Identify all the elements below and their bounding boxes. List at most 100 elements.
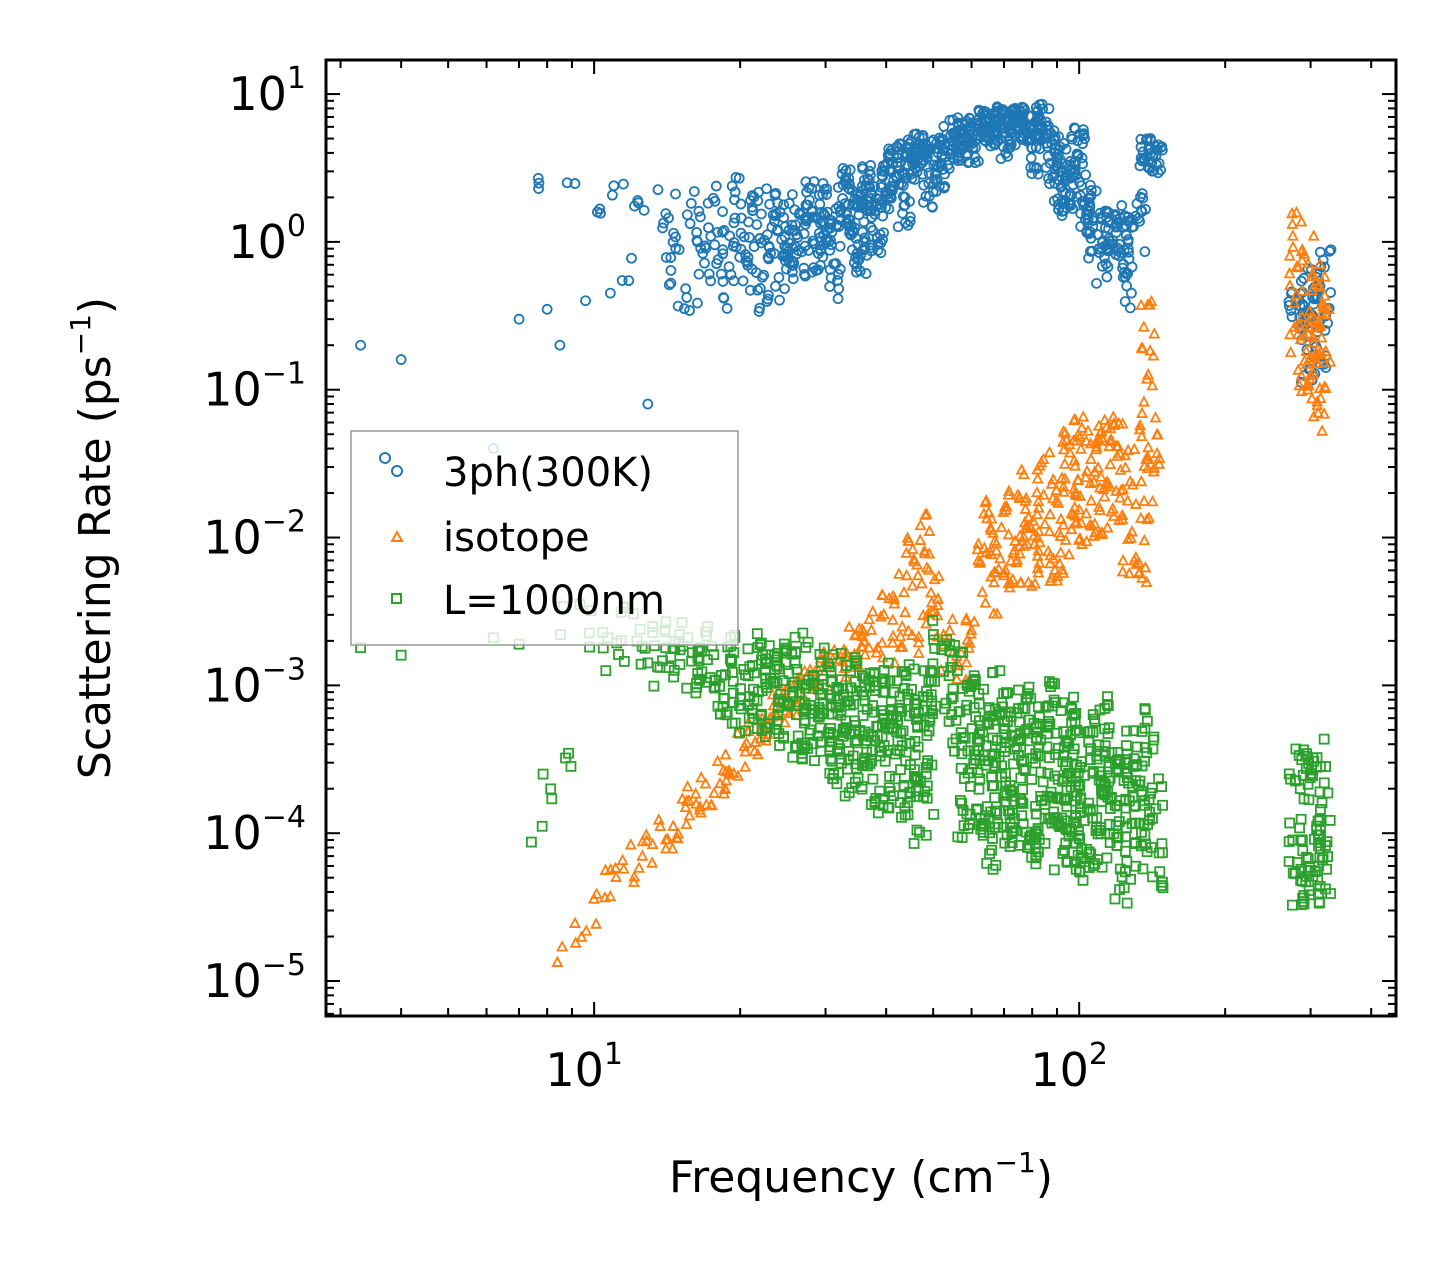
data-point-circle bbox=[1083, 192, 1095, 204]
data-point-square bbox=[1284, 817, 1296, 829]
data-point-square bbox=[797, 753, 808, 765]
data-point-triangle bbox=[1058, 457, 1071, 469]
data-point-triangle bbox=[1141, 461, 1154, 474]
data-point-triangle bbox=[1286, 229, 1299, 241]
data-point-square bbox=[1083, 846, 1095, 858]
data-point-circle bbox=[1103, 233, 1115, 245]
data-point-triangle bbox=[1284, 345, 1297, 358]
data-point-square bbox=[1156, 781, 1167, 792]
data-point-square bbox=[1130, 837, 1141, 848]
data-point-triangle bbox=[1134, 418, 1147, 431]
data-point-triangle bbox=[886, 636, 899, 648]
data-point-square bbox=[992, 818, 1004, 830]
data-point-triangle bbox=[876, 588, 889, 600]
data-point-triangle bbox=[1140, 575, 1153, 588]
legend-label-boundary: L=1000nm bbox=[443, 578, 665, 624]
data-point-circle bbox=[710, 180, 722, 192]
data-point-square bbox=[708, 649, 720, 661]
data-point-triangle bbox=[1068, 500, 1081, 513]
data-point-circle bbox=[837, 162, 849, 174]
data-point-triangle bbox=[679, 800, 692, 813]
data-point-triangle bbox=[1002, 484, 1015, 496]
data-point-square bbox=[742, 643, 754, 655]
data-point-triangle bbox=[1312, 280, 1325, 292]
data-point-triangle bbox=[1151, 446, 1164, 459]
data-point-square bbox=[708, 681, 720, 693]
data-point-triangle bbox=[1288, 296, 1301, 308]
data-point-square bbox=[1157, 882, 1169, 894]
data-point-triangle bbox=[711, 754, 724, 767]
legend-label-isotope: isotope bbox=[443, 515, 590, 561]
series-triangle bbox=[551, 205, 1337, 967]
data-point-square bbox=[884, 770, 895, 782]
data-point-triangle bbox=[636, 834, 649, 847]
data-point-triangle bbox=[1047, 552, 1060, 564]
data-point-square bbox=[635, 658, 647, 670]
data-point-circle bbox=[665, 277, 677, 289]
data-point-triangle bbox=[1043, 445, 1056, 458]
data-point-triangle bbox=[568, 916, 581, 928]
data-point-triangle bbox=[1283, 266, 1296, 279]
data-point-triangle bbox=[1303, 372, 1316, 384]
data-point-square bbox=[1310, 866, 1321, 878]
data-point-square bbox=[1093, 739, 1105, 751]
data-point-square bbox=[841, 696, 853, 708]
data-point-square bbox=[1026, 851, 1038, 863]
data-point-triangle bbox=[927, 604, 940, 616]
data-point-square bbox=[835, 648, 847, 659]
data-point-triangle bbox=[1059, 472, 1072, 484]
data-point-circle bbox=[1144, 143, 1156, 155]
data-point-triangle bbox=[862, 641, 875, 653]
data-point-triangle bbox=[1014, 576, 1027, 588]
data-point-triangle bbox=[1295, 215, 1308, 227]
data-point-square bbox=[1318, 733, 1330, 745]
data-point-circle bbox=[1087, 214, 1099, 226]
data-point-triangle bbox=[587, 892, 600, 904]
data-point-square bbox=[964, 819, 976, 830]
data-point-triangle bbox=[999, 563, 1012, 575]
data-point-circle bbox=[728, 217, 740, 229]
data-point-circle bbox=[733, 172, 745, 184]
data-point-square bbox=[1033, 846, 1044, 858]
data-point-circle bbox=[927, 201, 938, 213]
data-point-triangle bbox=[1148, 327, 1161, 339]
data-point-square bbox=[1111, 800, 1123, 812]
data-point-square bbox=[1041, 728, 1053, 740]
data-point-circle bbox=[735, 198, 747, 210]
data-point-circle bbox=[745, 195, 757, 206]
data-point-circle bbox=[672, 300, 684, 312]
data-point-square bbox=[809, 755, 820, 767]
data-point-square bbox=[818, 642, 830, 654]
data-point-square bbox=[1015, 796, 1027, 808]
data-point-square bbox=[1042, 721, 1054, 733]
data-point-triangle bbox=[1306, 269, 1319, 282]
data-point-square bbox=[1004, 808, 1016, 820]
data-point-circle bbox=[699, 240, 711, 252]
data-point-circle bbox=[765, 247, 776, 259]
data-point-square bbox=[565, 760, 577, 772]
data-point-circle bbox=[1156, 144, 1168, 156]
data-point-square bbox=[943, 716, 955, 727]
data-point-circle bbox=[780, 255, 791, 267]
data-point-circle bbox=[1126, 221, 1138, 233]
data-point-square bbox=[1045, 791, 1057, 803]
data-point-square bbox=[1049, 812, 1061, 823]
data-point-square bbox=[1131, 759, 1142, 771]
data-point-square bbox=[600, 665, 612, 677]
data-point-circle bbox=[858, 216, 870, 228]
data-point-circle bbox=[592, 206, 603, 218]
data-point-triangle bbox=[1323, 302, 1336, 315]
data-point-triangle bbox=[1056, 563, 1069, 575]
data-point-square bbox=[1321, 836, 1333, 847]
data-point-circle bbox=[923, 177, 935, 189]
data-point-triangle bbox=[1119, 461, 1132, 473]
data-point-square bbox=[959, 773, 970, 784]
data-point-triangle bbox=[902, 624, 915, 636]
data-point-square bbox=[921, 792, 933, 804]
data-point-circle bbox=[665, 265, 677, 276]
data-point-circle bbox=[734, 251, 746, 263]
legend-label-3ph: 3ph(300K) bbox=[443, 450, 653, 496]
data-point-triangle bbox=[1054, 546, 1067, 558]
data-point-triangle bbox=[1033, 459, 1046, 471]
data-point-square bbox=[1039, 837, 1051, 849]
